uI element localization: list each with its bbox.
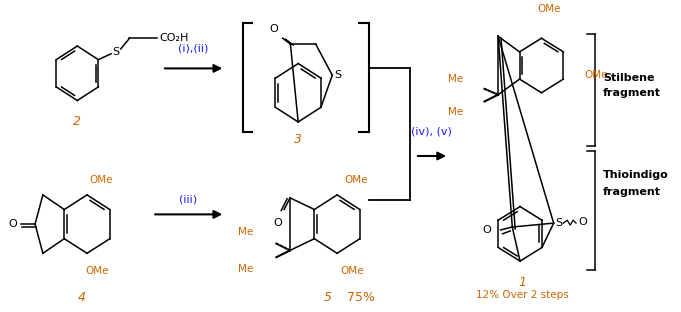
Text: Me: Me: [448, 74, 463, 84]
Text: Me: Me: [448, 107, 463, 117]
Text: 12% Over 2 steps: 12% Over 2 steps: [475, 290, 569, 300]
Text: 4: 4: [78, 290, 86, 304]
Text: (iii): (iii): [179, 195, 197, 205]
Text: 1: 1: [518, 276, 526, 289]
Text: OMe: OMe: [340, 266, 364, 276]
Text: O: O: [578, 217, 587, 227]
Text: (i),(ii): (i),(ii): [178, 44, 208, 54]
Text: OMe: OMe: [90, 175, 113, 185]
Text: fragment: fragment: [603, 187, 661, 197]
Text: (iv), (v): (iv), (v): [411, 127, 452, 137]
Text: O: O: [483, 225, 492, 235]
Text: S: S: [112, 47, 119, 57]
Text: 75%: 75%: [347, 290, 375, 304]
Text: OMe: OMe: [537, 4, 561, 14]
Text: Stilbene: Stilbene: [603, 73, 654, 83]
Text: S: S: [334, 70, 342, 80]
Text: O: O: [270, 24, 279, 35]
Text: OMe: OMe: [584, 70, 607, 80]
Text: 5: 5: [323, 290, 332, 304]
Text: Thioindigo: Thioindigo: [603, 170, 669, 180]
Text: 2: 2: [74, 115, 81, 129]
Text: 3: 3: [294, 133, 302, 146]
Text: O: O: [273, 218, 282, 228]
Text: fragment: fragment: [603, 88, 661, 98]
Text: Me: Me: [238, 264, 253, 274]
Text: O: O: [8, 219, 17, 229]
Text: Me: Me: [238, 227, 253, 237]
Text: OMe: OMe: [345, 175, 368, 185]
Text: S: S: [555, 218, 562, 228]
Text: OMe: OMe: [85, 266, 108, 276]
Text: CO₂H: CO₂H: [159, 33, 189, 43]
